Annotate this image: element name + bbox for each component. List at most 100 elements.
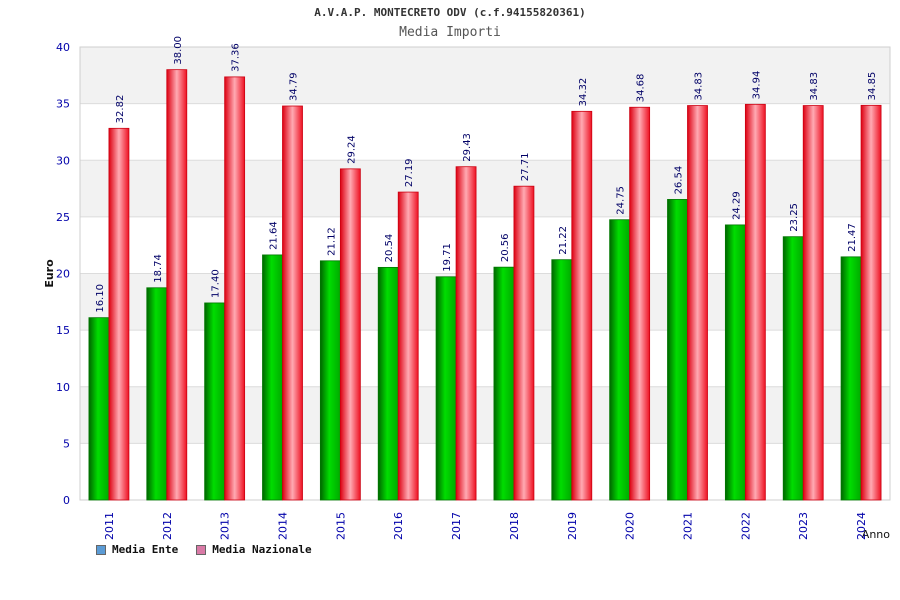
grid-band bbox=[80, 443, 890, 500]
bar-media-ente bbox=[88, 317, 110, 501]
data-label: 17.40 bbox=[211, 269, 222, 298]
x-tick-label: 2022 bbox=[739, 512, 752, 540]
data-label: 21.12 bbox=[326, 227, 337, 256]
y-tick-label: 25 bbox=[56, 211, 70, 224]
chart-subtitle: Media Importi bbox=[399, 25, 501, 40]
plot-border bbox=[79, 46, 891, 501]
bar-media-ente bbox=[377, 266, 399, 501]
data-label: 34.85 bbox=[867, 72, 878, 101]
bar-media-ente bbox=[435, 276, 457, 501]
y-tick-label: 0 bbox=[63, 494, 70, 507]
data-label: 38.00 bbox=[173, 36, 184, 65]
x-tick-label: 2018 bbox=[508, 512, 521, 540]
bar-media-nazionale bbox=[802, 105, 824, 501]
data-label: 32.82 bbox=[115, 95, 126, 124]
grid-band bbox=[80, 160, 890, 217]
data-label: 37.36 bbox=[231, 43, 242, 72]
x-tick-label: 2012 bbox=[161, 512, 174, 540]
data-label: 18.74 bbox=[153, 254, 164, 283]
x-tick-label: 2021 bbox=[682, 512, 695, 540]
y-tick-label: 30 bbox=[56, 154, 70, 167]
data-label: 20.54 bbox=[384, 234, 395, 263]
bar-media-nazionale bbox=[455, 166, 477, 501]
bar-media-nazionale bbox=[224, 76, 246, 501]
bar-media-nazionale bbox=[687, 105, 708, 501]
data-label: 34.83 bbox=[809, 72, 820, 101]
data-label: 27.71 bbox=[520, 153, 531, 182]
x-tick-label: 2014 bbox=[277, 512, 290, 540]
data-label: 34.68 bbox=[636, 74, 647, 103]
x-axis-label: Anno bbox=[862, 528, 890, 541]
y-tick-label: 20 bbox=[56, 268, 70, 281]
data-label: 34.94 bbox=[751, 71, 762, 100]
data-label: 34.83 bbox=[694, 72, 705, 101]
grid-band bbox=[80, 386, 890, 444]
data-label: 26.54 bbox=[674, 166, 685, 195]
bar-media-ente bbox=[551, 259, 573, 501]
data-label: 21.47 bbox=[847, 223, 858, 252]
bar-media-nazionale bbox=[513, 185, 535, 501]
data-label: 19.71 bbox=[442, 243, 453, 272]
legend: Media Ente Media Nazionale bbox=[96, 543, 312, 556]
data-label: 29.43 bbox=[462, 133, 473, 162]
x-tick-label: 2024 bbox=[855, 512, 868, 540]
bar-media-ente bbox=[204, 302, 226, 501]
grid-band bbox=[80, 47, 890, 104]
data-label: 29.24 bbox=[346, 135, 357, 164]
bar-media-nazionale bbox=[397, 191, 419, 501]
data-label: 21.64 bbox=[269, 221, 280, 250]
x-tick-label: 2017 bbox=[450, 512, 463, 540]
legend-label-media-ente: Media Ente bbox=[112, 543, 179, 556]
y-tick-label: 40 bbox=[56, 41, 70, 54]
data-label: 34.32 bbox=[578, 78, 589, 107]
grid-band bbox=[80, 216, 890, 274]
data-label: 20.56 bbox=[500, 234, 511, 263]
data-label: 34.79 bbox=[289, 72, 300, 101]
y-tick-label: 5 bbox=[63, 437, 70, 450]
data-label: 16.10 bbox=[95, 284, 106, 313]
data-label: 27.19 bbox=[404, 158, 415, 187]
x-tick-label: 2020 bbox=[624, 512, 637, 540]
y-tick-label: 35 bbox=[56, 98, 70, 111]
chart-title: A.V.A.P. MONTECRETO ODV (c.f.94155820361… bbox=[314, 6, 586, 19]
bar-media-nazionale bbox=[339, 168, 361, 501]
bar-media-ente bbox=[146, 287, 168, 501]
bar-media-nazionale bbox=[744, 103, 766, 501]
data-label: 21.22 bbox=[558, 226, 569, 255]
bar-media-nazionale bbox=[629, 106, 651, 501]
bar-media-ente bbox=[493, 266, 515, 501]
bar-media-nazionale bbox=[571, 110, 593, 501]
bar-media-nazionale bbox=[166, 69, 188, 501]
legend-swatch-media-ente bbox=[96, 544, 106, 555]
grid-band bbox=[80, 273, 890, 331]
bar-media-ente bbox=[724, 224, 746, 501]
bar-media-nazionale bbox=[282, 105, 303, 501]
x-tick-label: 2011 bbox=[103, 512, 116, 540]
bar-media-ente bbox=[262, 254, 283, 501]
bar-media-ente bbox=[782, 236, 804, 501]
legend-item-media-ente: Media Ente bbox=[96, 543, 178, 556]
data-label: 23.25 bbox=[789, 203, 800, 232]
legend-swatch-media-nazionale bbox=[196, 544, 207, 555]
y-axis-label: Euro bbox=[43, 259, 56, 288]
data-label: 24.75 bbox=[616, 186, 627, 215]
legend-label-media-nazionale: Media Nazionale bbox=[212, 543, 312, 556]
y-tick-label: 15 bbox=[56, 324, 70, 337]
x-tick-label: 2015 bbox=[334, 512, 347, 540]
bar-media-ente bbox=[609, 219, 631, 501]
bar-media-nazionale bbox=[108, 127, 130, 501]
grid-band bbox=[80, 330, 890, 387]
bar-media-ente bbox=[667, 199, 688, 501]
x-tick-label: 2016 bbox=[392, 512, 405, 540]
x-tick-label: 2013 bbox=[219, 512, 232, 540]
grid-band bbox=[80, 103, 890, 161]
data-label: 24.29 bbox=[731, 191, 742, 220]
x-tick-label: 2019 bbox=[566, 512, 579, 540]
legend-item-media-nazionale: Media Nazionale bbox=[196, 543, 312, 556]
x-tick-label: 2023 bbox=[797, 512, 810, 540]
bar-media-ente bbox=[840, 256, 862, 501]
bar-media-nazionale bbox=[860, 104, 882, 501]
y-tick-label: 10 bbox=[56, 381, 70, 394]
